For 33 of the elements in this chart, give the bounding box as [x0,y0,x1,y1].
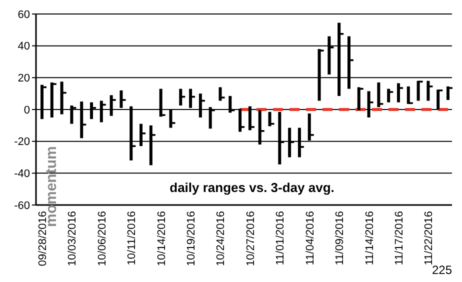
y-tick-label: -20 [14,136,30,148]
x-tick-label: 10/11/2016 [126,211,138,266]
x-tick-label: 11/17/2016 [393,211,406,266]
x-tick-label: 11/22/2016 [423,211,436,266]
x-tick-label: 10/27/2016 [244,211,257,266]
bar [446,86,450,100]
bar [426,80,430,101]
bar [179,88,182,106]
x-tick-label: 11/01/2016 [274,211,287,266]
x-tick-label: 10/06/2016 [96,211,108,266]
x-tick-label: 10/24/2016 [215,211,228,266]
y-tick-label: 60 [18,8,30,21]
bar [377,82,380,108]
y-tick-label: 0 [24,104,30,116]
x-tick-label: 11/04/2016 [304,211,316,266]
text: 225 [432,263,452,277]
y-tick-label: 40 [18,40,30,53]
y-tick-label: -60 [14,200,30,212]
text: daily ranges vs. 3-day avg. [170,180,334,195]
bar [416,80,420,101]
y-tick-label: 20 [18,72,30,85]
x-tick-label: 10/03/2016 [66,211,79,266]
x-tick-label: 11/14/2016 [364,211,376,266]
bar [268,112,272,126]
x-tick-label: 11/09/2016 [334,211,346,266]
bar [218,87,222,101]
x-tick-label: 10/19/2016 [186,211,198,266]
bar [396,83,400,102]
y-tick-label: -40 [14,168,30,180]
bar [406,86,410,104]
bar [357,87,360,110]
bar [387,88,390,102]
x-tick-label: 10/14/2016 [156,211,168,266]
